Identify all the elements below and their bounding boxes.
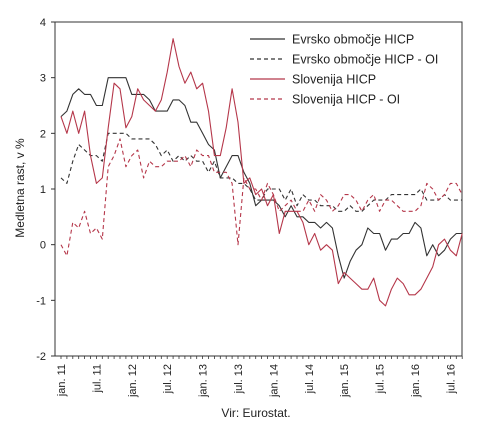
y-tick-label: -2: [36, 351, 46, 363]
y-tick-label: 2: [40, 128, 46, 140]
y-tick-label: 4: [40, 17, 46, 29]
legend-background: [243, 30, 455, 107]
y-axis-label: Medletna rast, v %: [13, 138, 27, 238]
x-tick-label: jul. 16: [445, 364, 457, 394]
x-tick-label: jan. 16: [410, 364, 422, 398]
series-line-3: [60, 38, 463, 307]
legend: Evrsko območje HICP Evrsko območje HICP -…: [243, 30, 455, 107]
x-tick-label: jan. 15: [339, 364, 351, 398]
x-tick-label: jan. 14: [268, 364, 280, 398]
x-axis: jan. 11 jul. 11 jan. 12 jul. 12 jan. 13 jul. …: [56, 356, 463, 398]
x-tick-label: jan. 13: [198, 364, 210, 398]
y-tick-label: 0: [40, 240, 46, 252]
x-tick-label: jul. 11: [91, 364, 103, 394]
x-tick-label: jul. 15: [375, 364, 387, 394]
legend-label: Evrsko območje HICP: [292, 33, 414, 47]
y-tick-label: -1: [36, 295, 46, 307]
x-tick-label: jul. 12: [162, 364, 174, 394]
x-tick-label: jan. 12: [127, 364, 139, 398]
x-tick-label: jan. 11: [56, 364, 68, 397]
y-tick-label: 1: [40, 184, 46, 196]
x-tick-label: jul. 14: [304, 364, 316, 394]
legend-label: Slovenija HICP: [292, 73, 376, 87]
series-lines: [60, 38, 463, 307]
legend-label: Evrsko območje HICP - OI: [292, 53, 438, 67]
series-line-1: [60, 77, 463, 279]
source-note: Vir: Eurostat.: [221, 406, 290, 420]
x-tick-label: jul. 13: [233, 364, 245, 394]
legend-label: Slovenija HICP - OI: [292, 93, 400, 107]
y-axis: -2 -1 0 1 2 3 4: [36, 17, 55, 363]
y-tick-label: 3: [40, 73, 46, 85]
series-line-2: [60, 132, 463, 212]
series-line-4: [60, 138, 463, 257]
